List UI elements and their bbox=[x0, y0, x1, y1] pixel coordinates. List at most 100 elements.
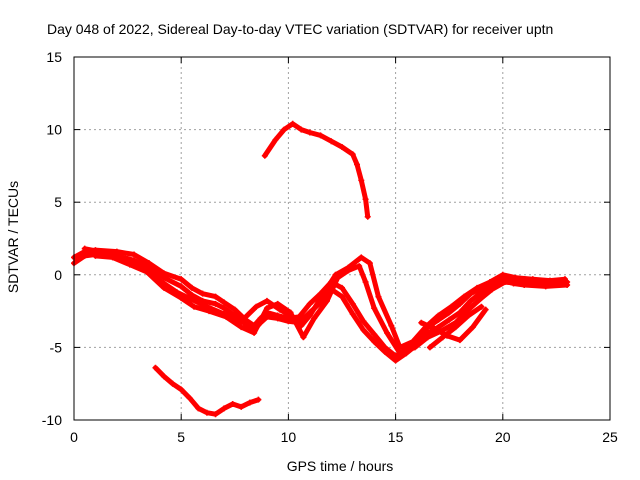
data-point bbox=[161, 274, 168, 281]
data-point bbox=[311, 315, 318, 322]
data-point bbox=[238, 324, 245, 331]
data-point bbox=[231, 306, 238, 313]
data-point bbox=[212, 411, 219, 418]
data-point bbox=[467, 297, 474, 304]
data-point bbox=[203, 409, 210, 416]
data-point bbox=[474, 284, 481, 291]
data-point bbox=[92, 252, 99, 259]
data-point bbox=[371, 331, 378, 338]
data-point bbox=[274, 300, 281, 307]
data-point bbox=[452, 324, 459, 331]
data-point bbox=[188, 296, 195, 303]
y-tick-label: -10 bbox=[42, 412, 62, 428]
data-point bbox=[349, 151, 356, 158]
data-point bbox=[109, 254, 116, 261]
data-point bbox=[238, 318, 245, 325]
data-point bbox=[339, 144, 345, 151]
data-point bbox=[178, 295, 185, 302]
plot-frame bbox=[73, 56, 611, 421]
data-point bbox=[486, 279, 493, 286]
data-point bbox=[199, 290, 206, 297]
data-point bbox=[206, 308, 213, 315]
data-point bbox=[298, 126, 305, 133]
data-point bbox=[356, 263, 363, 270]
data-point bbox=[143, 268, 150, 275]
y-tick-label: 0 bbox=[54, 267, 62, 283]
data-point bbox=[319, 292, 326, 299]
data-point bbox=[561, 280, 568, 287]
data-point bbox=[534, 279, 541, 286]
series-line-track-branch-e bbox=[418, 307, 489, 343]
data-point bbox=[456, 337, 463, 344]
data-point bbox=[426, 344, 433, 351]
data-point bbox=[263, 305, 270, 312]
data-point bbox=[317, 132, 324, 139]
data-point bbox=[178, 283, 185, 290]
data-point bbox=[287, 309, 294, 316]
data-point bbox=[306, 312, 313, 319]
data-point bbox=[461, 293, 468, 300]
data-point bbox=[242, 321, 249, 328]
data-point bbox=[328, 138, 335, 145]
data-point bbox=[212, 300, 219, 307]
data-point bbox=[221, 405, 228, 412]
data-point bbox=[272, 136, 279, 143]
data-point bbox=[482, 306, 489, 313]
data-point bbox=[345, 267, 352, 274]
y-tick-label: 15 bbox=[46, 49, 62, 65]
x-tick-label: 0 bbox=[70, 429, 78, 445]
data-point bbox=[285, 318, 292, 325]
data-point bbox=[465, 306, 472, 313]
x-tick-label: 25 bbox=[602, 429, 618, 445]
data-point bbox=[349, 311, 356, 318]
series-line-track-upper bbox=[262, 121, 371, 220]
data-point bbox=[124, 255, 131, 262]
data-point bbox=[251, 329, 258, 336]
data-point bbox=[188, 284, 195, 291]
data-point bbox=[274, 315, 281, 322]
data-point bbox=[221, 299, 228, 306]
data-point bbox=[418, 319, 425, 326]
data-point bbox=[362, 279, 369, 286]
data-point bbox=[362, 196, 369, 203]
data-point bbox=[223, 313, 230, 320]
data-point bbox=[392, 357, 399, 364]
data-point bbox=[435, 312, 442, 319]
data-series bbox=[71, 120, 571, 418]
data-point bbox=[409, 338, 416, 345]
data-point bbox=[261, 152, 268, 159]
data-point bbox=[161, 284, 168, 291]
data-point bbox=[381, 348, 388, 355]
data-point bbox=[360, 318, 367, 325]
data-point bbox=[323, 297, 330, 304]
series-line-track-main-c bbox=[82, 246, 568, 350]
data-point bbox=[246, 399, 253, 406]
data-point bbox=[296, 313, 303, 320]
data-point bbox=[131, 251, 138, 258]
data-point bbox=[553, 280, 560, 287]
data-point bbox=[478, 303, 485, 310]
axis-ticks: 0 5 10 15 20 25 -10 -5 0 5 10 15 bbox=[42, 49, 618, 445]
data-point bbox=[81, 245, 88, 252]
data-point bbox=[469, 324, 476, 331]
x-tick-label: 20 bbox=[495, 429, 511, 445]
data-point bbox=[238, 403, 245, 410]
y-tick-label: 5 bbox=[54, 194, 62, 210]
data-point bbox=[364, 213, 371, 220]
data-point bbox=[431, 325, 438, 332]
data-point bbox=[478, 295, 485, 302]
data-point bbox=[253, 303, 260, 310]
data-point bbox=[358, 177, 365, 184]
data-point bbox=[371, 338, 378, 345]
data-point bbox=[339, 293, 345, 300]
data-point bbox=[281, 126, 288, 133]
data-point bbox=[489, 286, 496, 293]
data-point bbox=[516, 280, 523, 287]
data-point bbox=[358, 254, 365, 261]
data-point bbox=[212, 293, 219, 300]
data-point bbox=[478, 289, 485, 296]
data-point bbox=[384, 329, 391, 336]
data-point bbox=[456, 309, 463, 316]
data-point bbox=[195, 405, 202, 412]
